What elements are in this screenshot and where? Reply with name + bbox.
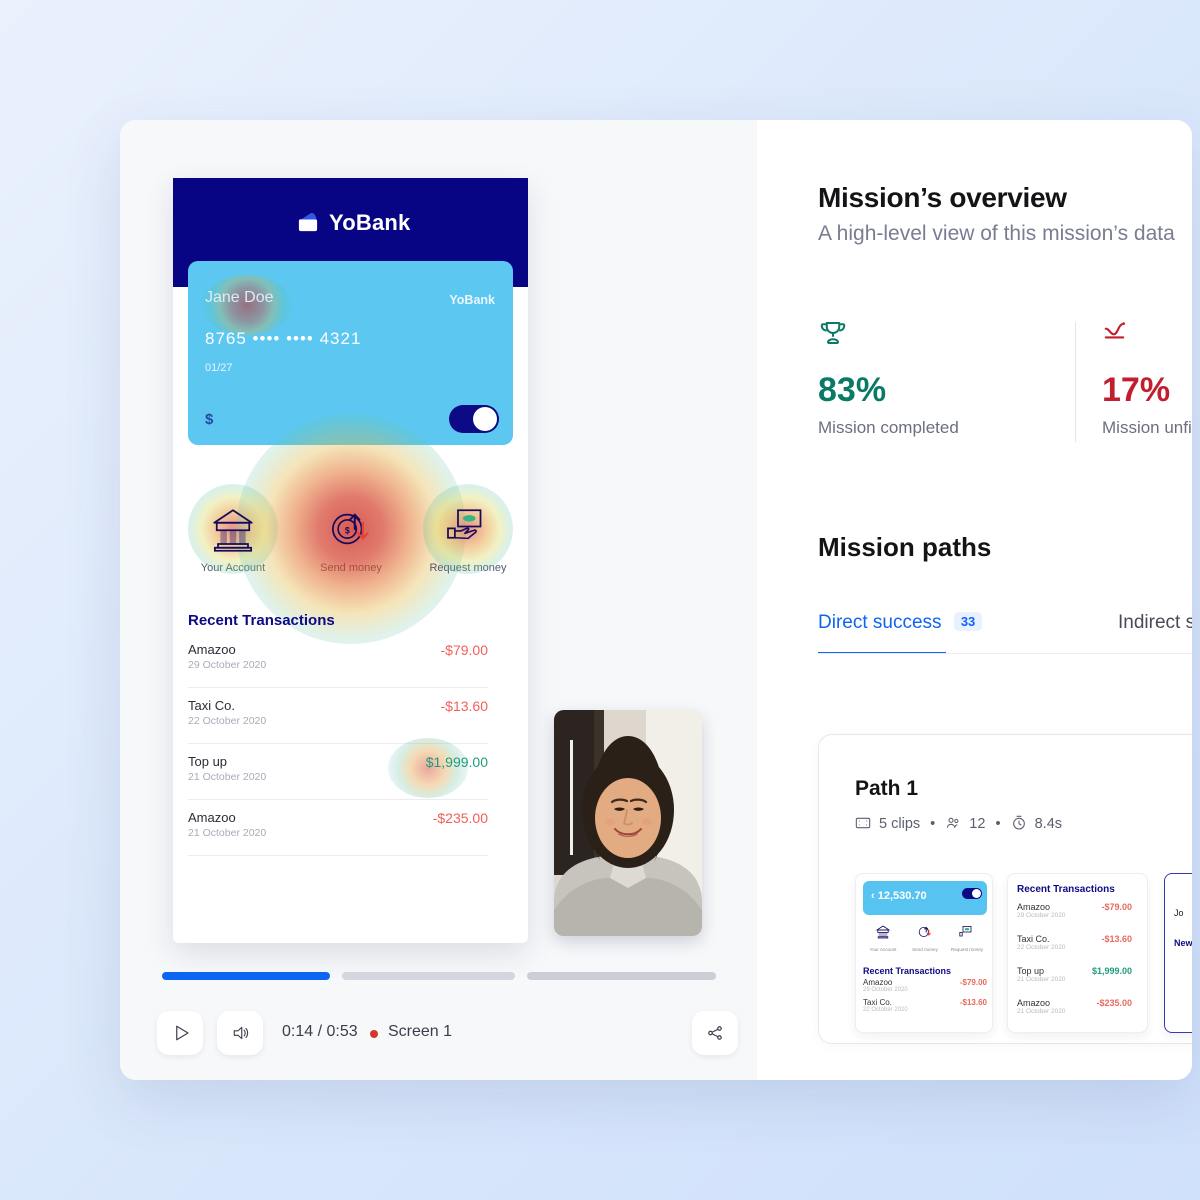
- svg-text:$: $: [345, 525, 350, 535]
